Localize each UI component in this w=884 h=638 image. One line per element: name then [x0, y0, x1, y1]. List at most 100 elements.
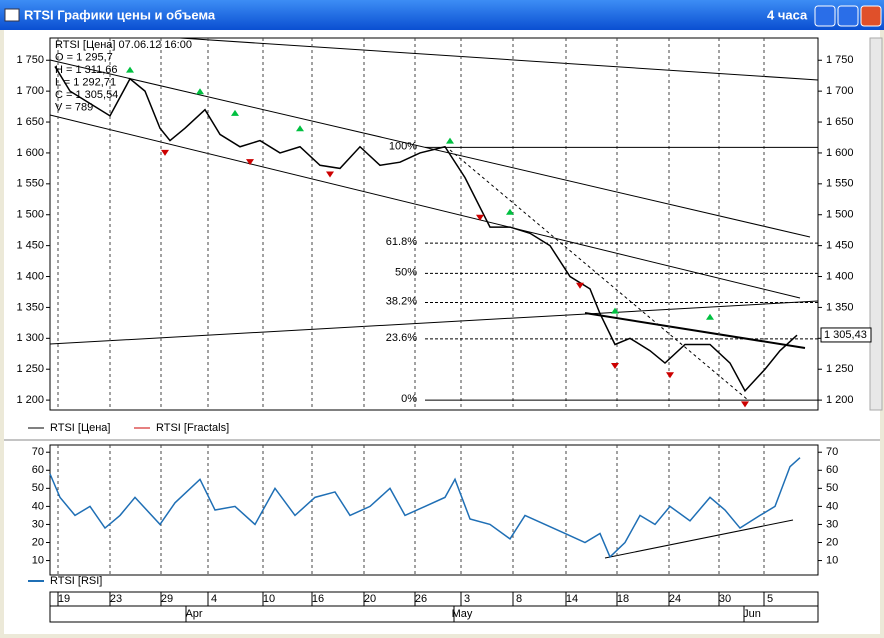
y-tick-label: 20	[32, 536, 44, 548]
fib-label: 38.2%	[386, 295, 417, 307]
legend-label: RTSI [Fractals]	[156, 422, 229, 434]
y-tick-label: 1 400	[826, 270, 854, 282]
fib-label: 50%	[395, 266, 417, 278]
y-tick-label: 1 450	[826, 240, 854, 252]
y-tick-label: 1 350	[826, 301, 854, 313]
fractal-up	[506, 208, 514, 215]
y-tick-label: 1 650	[16, 116, 44, 128]
x-tick-label: 5	[767, 593, 773, 605]
minimize-button[interactable]	[814, 5, 836, 27]
y-tick-label: 1 450	[16, 240, 44, 252]
app-icon	[4, 8, 20, 22]
x-tick-label: 16	[312, 593, 324, 605]
info-line: H = 1 311,66	[55, 64, 117, 76]
y-tick-label: 1 350	[16, 301, 44, 313]
y-tick-label: 1 750	[826, 54, 854, 66]
fractal-down	[476, 214, 484, 221]
close-button[interactable]	[860, 5, 882, 27]
y-tick-label: 1 600	[826, 147, 854, 159]
y-tick-label: 1 200	[826, 394, 854, 406]
y-tick-label: 1 650	[826, 116, 854, 128]
x-tick-label: 24	[669, 593, 681, 605]
fractal-down	[161, 149, 169, 156]
y-tick-label: 10	[32, 554, 44, 566]
y-tick-label: 1 700	[826, 85, 854, 97]
x-tick-label: 23	[110, 593, 122, 605]
info-line: O = 1 295,7	[55, 51, 113, 63]
x-tick-label: 8	[516, 593, 522, 605]
maximize-button[interactable]	[837, 5, 859, 27]
y-tick-label: 1 550	[16, 178, 44, 190]
y-tick-label: 60	[826, 464, 838, 476]
legend-label: RTSI [Цена]	[50, 422, 110, 434]
fib-label: 61.8%	[386, 236, 417, 248]
rsi-panel	[49, 444, 819, 576]
month-label: May	[452, 608, 473, 620]
x-tick-label: 30	[719, 593, 731, 605]
x-tick-label: 18	[617, 593, 629, 605]
fib-label: 100%	[389, 140, 417, 152]
x-tick-label: 19	[58, 593, 70, 605]
fractal-down	[666, 372, 674, 379]
x-tick-label: 29	[161, 593, 173, 605]
scrollbar[interactable]	[869, 37, 883, 411]
fractal-down	[611, 363, 619, 370]
fib-label: 0%	[401, 393, 417, 405]
fractal-up	[231, 109, 239, 116]
x-axis	[49, 591, 819, 623]
fractal-up	[446, 137, 454, 144]
y-tick-label: 1 300	[16, 332, 44, 344]
data-line	[49, 457, 801, 559]
y-tick-label: 30	[826, 518, 838, 530]
fractal-up	[611, 307, 619, 314]
timeframe: 4 часа	[767, 7, 808, 22]
fractal-up	[296, 125, 304, 132]
title-bar	[0, 0, 884, 30]
x-tick-label: 3	[464, 593, 470, 605]
x-tick-label: 4	[211, 593, 217, 605]
trend-lines	[49, 37, 819, 559]
y-tick-label: 1 250	[16, 363, 44, 375]
month-label: Jun	[743, 608, 761, 620]
data-line	[54, 66, 798, 393]
y-tick-label: 50	[32, 482, 44, 494]
last-price-box	[820, 327, 872, 343]
last-price-label: 1 305,43	[824, 329, 867, 341]
y-tick-label: 1 250	[826, 363, 854, 375]
info-line: RTSI [Цена] 07.06.12 16:00	[55, 39, 192, 51]
fractal-down	[576, 282, 584, 289]
fractal-up	[126, 66, 134, 73]
fractal-down	[246, 159, 254, 166]
x-tick-label: 20	[364, 593, 376, 605]
chart-area	[4, 30, 880, 634]
y-tick-label: 20	[826, 536, 838, 548]
y-tick-label: 50	[826, 482, 838, 494]
x-tick-label: 10	[263, 593, 275, 605]
y-tick-label: 1 750	[16, 54, 44, 66]
fractal-down	[741, 401, 749, 408]
y-tick-label: 1 500	[16, 209, 44, 221]
y-tick-label: 1 550	[826, 178, 854, 190]
fib-label: 23.6%	[386, 332, 417, 344]
y-tick-label: 1 400	[16, 270, 44, 282]
y-tick-label: 70	[32, 446, 44, 458]
info-line: C = 1 305,54	[55, 89, 118, 101]
x-tick-label: 14	[566, 593, 578, 605]
y-tick-label: 40	[32, 500, 44, 512]
fractal-up	[706, 313, 714, 320]
y-tick-label: 1 200	[16, 394, 44, 406]
month-label: Apr	[185, 608, 202, 620]
window-title: RTSI Графики цены и объема	[24, 7, 216, 22]
fractal-down	[326, 171, 334, 178]
price-panel	[49, 37, 819, 411]
info-line: L = 1 292,71	[55, 76, 116, 88]
y-tick-label: 10	[826, 554, 838, 566]
x-tick-label: 26	[415, 593, 427, 605]
legend-label: RTSI [RSI]	[50, 575, 102, 587]
y-tick-label: 40	[826, 500, 838, 512]
y-tick-label: 30	[32, 518, 44, 530]
y-tick-label: 1 600	[16, 147, 44, 159]
y-tick-label: 1 700	[16, 85, 44, 97]
y-tick-label: 60	[32, 464, 44, 476]
